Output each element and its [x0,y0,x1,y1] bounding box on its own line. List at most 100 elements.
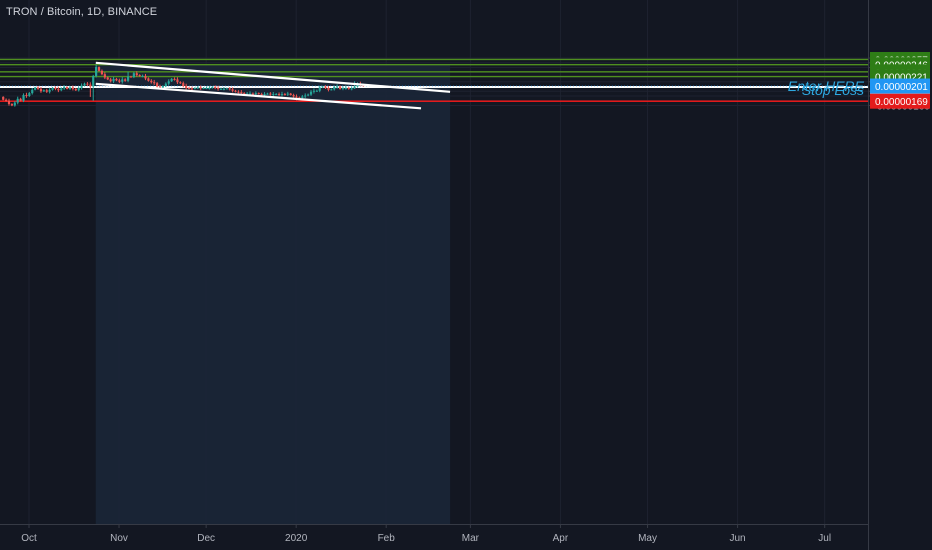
candle-body [71,87,74,89]
candle-body [347,87,350,89]
candle-body [126,76,130,81]
enter-here-label: Enter HERE [788,78,865,94]
candle-body [254,93,257,95]
time-tick-label: Apr [553,533,569,544]
candle-body [31,89,34,94]
candle-body [86,83,89,85]
horizontal-levels[interactable] [0,58,868,102]
candle-body [248,93,252,95]
candle-body [39,88,43,92]
candle-body [65,86,69,89]
candle-body [211,86,214,88]
candle-body [324,86,327,88]
candle-body [179,82,182,84]
candle-body [80,85,83,88]
candle-body [185,86,188,88]
candle-body [147,78,150,81]
candle-body [196,87,199,89]
candle-body [135,73,138,76]
candle-body [19,98,22,101]
candle-body [57,88,60,91]
candle-body [225,88,228,90]
candle-body [13,102,16,106]
candle-body [237,91,240,93]
candle-body [118,80,121,82]
candle-body [42,90,45,92]
candle-body [216,87,220,89]
candle-body [124,79,127,81]
time-tick-label: Jul [818,533,831,544]
trend-channel[interactable] [95,61,451,110]
candle-body [158,86,162,88]
candle-body [353,86,356,89]
candle-body [121,79,124,82]
candle-body [292,95,295,97]
candle-body [100,70,104,75]
candle-body [138,75,141,77]
candle-body [199,87,202,89]
candle-body [156,83,159,87]
candle-body [144,76,147,79]
candle-body [263,94,266,96]
candle-body [161,86,165,88]
symbol-title: TRON / Bitcoin, 1D, BINANCE [6,6,158,18]
level-price-tag: 0.00000221 [875,73,928,84]
candle-body [92,76,95,87]
candle-body [205,87,208,89]
candle-body [77,87,80,91]
candle-body [307,94,310,96]
candle-body [132,73,135,78]
channel-upper-line[interactable] [95,61,451,93]
candle-body [97,67,101,71]
candle-body [182,83,185,87]
candle-body [333,86,336,90]
candle-body [150,80,153,83]
candle-body [277,94,281,96]
candle-body [164,83,167,87]
candle-body [266,93,269,95]
level-price-tag: 0.00000169 [875,97,928,108]
level-price-tag-bg [870,93,930,109]
candle-body [222,88,226,90]
candle-body [10,104,14,106]
candle-body [327,87,330,90]
time-tick-label: Oct [21,533,37,544]
candle-body [321,86,324,88]
candle-body [28,93,31,96]
candle-body [25,95,28,97]
candle-body [318,87,321,91]
candle-body [7,100,11,105]
last-price-tag: 0.00000201 [875,82,928,93]
time-axis[interactable]: Oct Nov Dec 2020 Feb Mar Apr May Jun Jul [0,524,868,550]
candle-body [115,78,118,81]
candle-body [112,78,115,82]
candle-body [68,87,72,89]
time-tick-label: Mar [462,533,480,544]
candle-body [54,87,57,89]
candle-body [341,87,345,89]
candle-body [48,89,51,92]
candle-body [109,79,112,82]
candle-body [304,95,307,97]
candle-body [170,78,173,82]
candle-body [240,92,243,94]
candle-body [312,90,316,92]
candle-body [336,86,339,88]
candle-body [251,93,255,95]
candle-body [228,88,231,90]
candle-body [257,93,260,95]
candle-body [269,93,272,95]
candle-body [208,87,211,89]
candle-body [95,67,98,77]
candle-body [167,81,170,84]
time-tick-label: Feb [378,533,396,544]
channel-lower-line[interactable] [95,82,422,110]
candle-body [2,96,5,100]
candle-body [129,76,133,78]
candle-body [350,88,353,90]
candle-body [5,99,8,101]
candle-body [283,94,286,96]
time-tick-label: Dec [197,533,215,544]
